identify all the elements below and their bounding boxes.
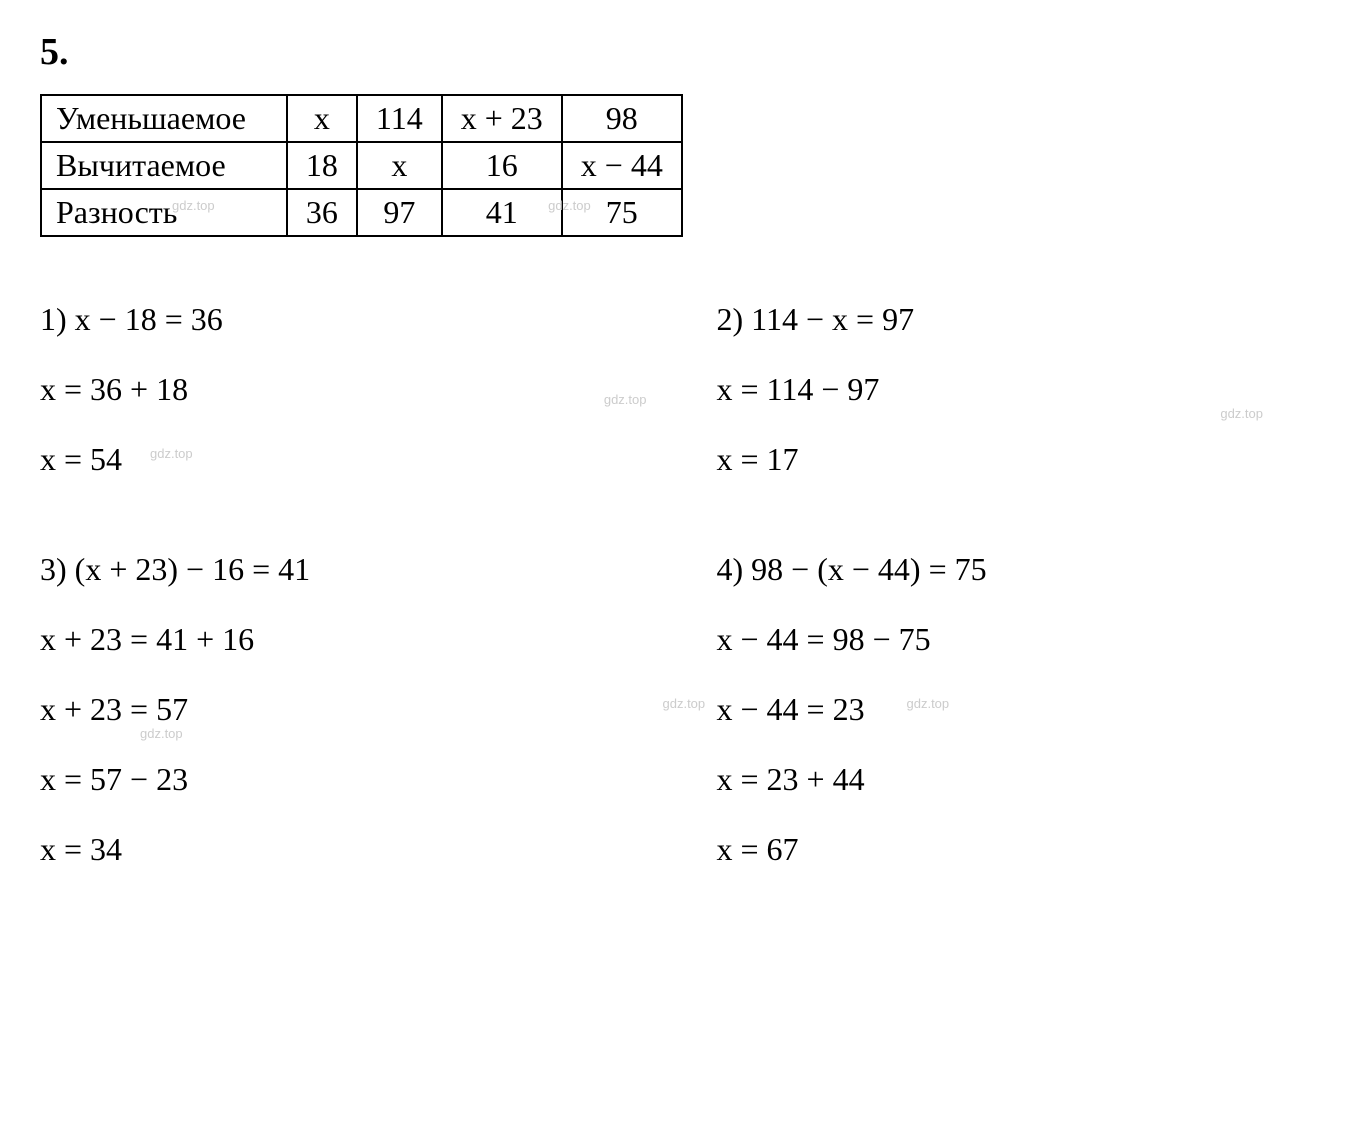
equation-block-3: 3) (x + 23) − 16 = 41 x + 23 = 41 + 16 x… [40, 537, 637, 887]
table-cell: x − 44 [562, 142, 682, 189]
table-row: Уменьшаемое x 114 x + 23 98 [41, 95, 682, 142]
equation-line: x = 17 [717, 427, 1314, 491]
equation-line: x = 57 − 23 [40, 747, 637, 811]
table-cell: 16 [442, 142, 562, 189]
equation-text: x = 114 − 97 [717, 371, 880, 407]
table-cell: 36 [287, 189, 357, 236]
equation-line: gdz.top x − 44 = 23 gdz.top [717, 677, 1314, 741]
table-row: Вычитаемое 18 x 16 x − 44 [41, 142, 682, 189]
table-cell: 18 [287, 142, 357, 189]
row-label-text: Разность [56, 194, 177, 230]
watermark-text: gdz.top [150, 441, 193, 467]
table-row: Разность gdz.top 36 97 41 gdz.top 75 [41, 189, 682, 236]
equation-line: 4) 98 − (x − 44) = 75 [717, 537, 1314, 601]
equation-line: x = 54 gdz.top [40, 427, 637, 491]
equation-text: x + 23 = 57 [40, 691, 188, 727]
table-cell: 114 [357, 95, 442, 142]
exercise-number: 5. [40, 30, 1313, 74]
equation-text: x − 44 = 23 [717, 691, 865, 727]
equation-line: x = 67 [717, 817, 1314, 881]
row-label: Вычитаемое [41, 142, 287, 189]
table-cell: x [287, 95, 357, 142]
table-cell: 75 [562, 189, 682, 236]
equation-line: x = 114 − 97 gdz.top [717, 357, 1314, 421]
table-cell: 97 [357, 189, 442, 236]
row-label: Разность gdz.top [41, 189, 287, 236]
table-cell: x [357, 142, 442, 189]
equation-line: x = 36 + 18 [40, 357, 637, 421]
subtraction-table: Уменьшаемое x 114 x + 23 98 Вычитаемое 1… [40, 94, 683, 237]
equation-line: 2) 114 − x = 97 [717, 287, 1314, 351]
equations-grid: 1) x − 18 = 36 x = 36 + 18 x = 54 gdz.to… [40, 287, 1313, 887]
equation-line: 1) x − 18 = 36 [40, 287, 637, 351]
equation-text: x = 54 [40, 441, 122, 477]
equation-line: x = 23 + 44 [717, 747, 1314, 811]
equation-line: x − 44 = 98 − 75 [717, 607, 1314, 671]
table-cell: 41 gdz.top [442, 189, 562, 236]
equation-line: 3) (x + 23) − 16 = 41 [40, 537, 637, 601]
equation-line: x + 23 = 41 + 16 [40, 607, 637, 671]
equation-block-2: 2) 114 − x = 97 x = 114 − 97 gdz.top x =… [717, 287, 1314, 497]
equation-block-4: 4) 98 − (x − 44) = 75 x − 44 = 98 − 75 g… [717, 537, 1314, 887]
watermark-text: gdz.top [663, 691, 706, 717]
row-label: Уменьшаемое [41, 95, 287, 142]
table-cell: x + 23 [442, 95, 562, 142]
watermark-text: gdz.top [907, 691, 950, 717]
cell-value: 41 [486, 194, 518, 230]
table-cell: 98 [562, 95, 682, 142]
watermark-text: gdz.top [1220, 401, 1263, 427]
equation-line: x + 23 = 57 gdz.top [40, 677, 637, 741]
equation-block-1: 1) x − 18 = 36 x = 36 + 18 x = 54 gdz.to… [40, 287, 637, 497]
equation-line: x = 34 [40, 817, 637, 881]
watermark-text: gdz.top [172, 198, 215, 213]
